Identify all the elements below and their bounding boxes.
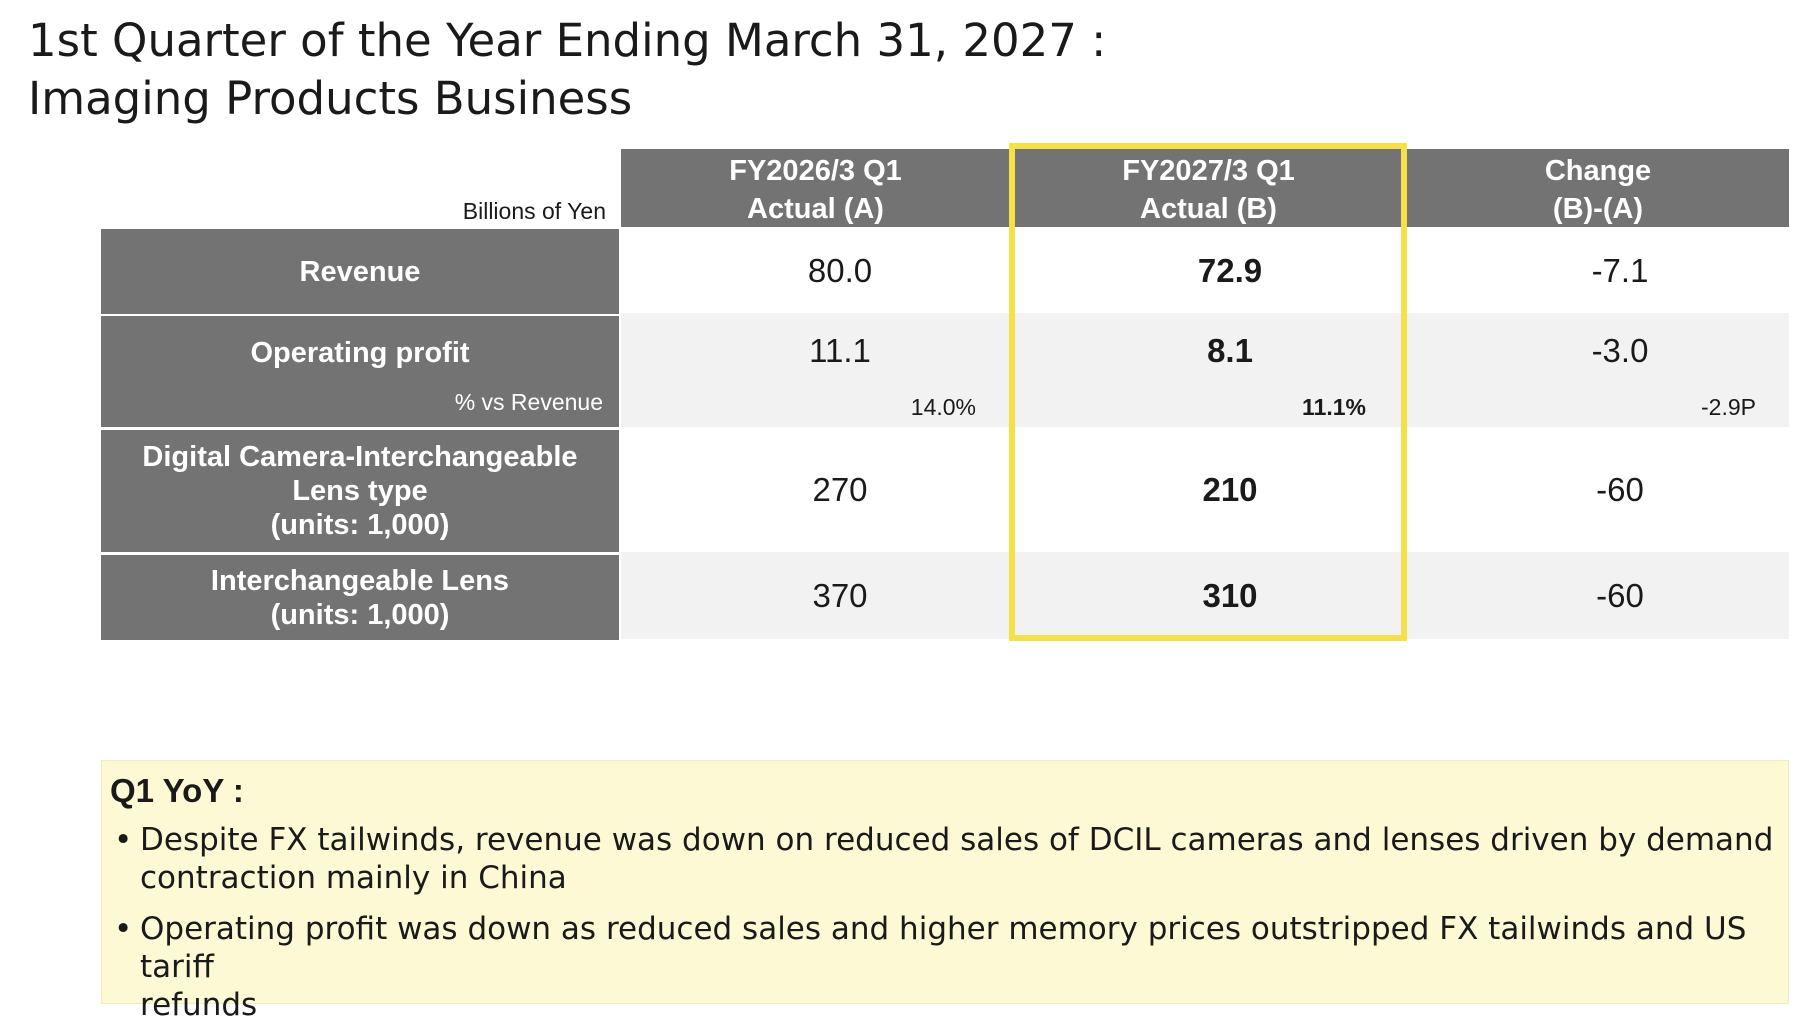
- column-header-line: Actual (B): [1140, 193, 1277, 225]
- column-header-line: (B)-(A): [1552, 193, 1644, 225]
- column-header-line: FY2026/3 Q1: [729, 155, 902, 187]
- row-label-revenue: Revenue: [101, 229, 619, 314]
- row-band-operating-profit: [621, 313, 1789, 427]
- row-label-text: Operating profit: [250, 336, 470, 369]
- column-header-line: Change: [1544, 155, 1652, 187]
- row-label-operating-profit: Operating profit % vs Revenue: [101, 316, 619, 427]
- column-header-change: Change (B)-(A): [1407, 149, 1789, 227]
- commentary-text: Operating profit was down as reduced sal…: [140, 911, 1747, 985]
- lens-fy2027: 310: [1202, 577, 1258, 614]
- commentary-text: contraction mainly in China: [140, 860, 567, 896]
- op-profit-fy2026: 11.1: [809, 332, 871, 369]
- row-label-dcil: Digital Camera-Interchangeable Lens type…: [101, 430, 619, 552]
- title-line-2: Imaging Products Business: [28, 72, 633, 125]
- commentary-item: • Despite FX tailwinds, revenue was down…: [110, 821, 1780, 897]
- revenue-fy2026: 80.0: [807, 252, 873, 289]
- row-label-text: (units: 1,000): [270, 598, 450, 631]
- commentary-text: refunds: [140, 987, 258, 1018]
- row-label-lens: Interchangeable Lens (units: 1,000): [101, 555, 619, 640]
- title-line-1: 1st Quarter of the Year Ending March 31,…: [28, 14, 1107, 67]
- row-label-text: Interchangeable Lens: [210, 564, 510, 597]
- dcil-fy2027: 210: [1202, 471, 1258, 508]
- op-profit-change: -3.0: [1591, 332, 1649, 369]
- column-header-line: FY2027/3 Q1: [1122, 155, 1295, 187]
- revenue-change: -7.1: [1591, 252, 1649, 289]
- op-margin-fy2026: 14.0%: [910, 394, 976, 420]
- units-label: Billions of Yen: [462, 198, 606, 224]
- row-label-text: Lens type: [292, 475, 428, 507]
- row-sublabel-pct-vs-revenue: % vs Revenue: [454, 389, 603, 415]
- commentary-item: • Operating profit was down as reduced s…: [110, 910, 1780, 1018]
- row-label-text: (units: 1,000): [270, 509, 450, 541]
- lens-change: -60: [1596, 577, 1644, 614]
- commentary-heading: Q1 YoY :: [110, 772, 244, 809]
- row-label-text: Digital Camera-Interchangeable: [142, 441, 578, 473]
- revenue-fy2027: 72.9: [1197, 252, 1263, 289]
- column-header-line: Actual (A): [747, 193, 884, 225]
- column-header-fy2027: FY2027/3 Q1 Actual (B): [1012, 149, 1405, 227]
- page-title: 1st Quarter of the Year Ending March 31,…: [28, 12, 1106, 128]
- op-margin-change: -2.9P: [1701, 394, 1756, 420]
- bullet-icon: •: [114, 911, 133, 947]
- dcil-change: -60: [1596, 471, 1644, 508]
- commentary-text: Despite FX tailwinds, revenue was down o…: [140, 822, 1774, 858]
- lens-fy2026: 370: [812, 577, 868, 614]
- bullet-icon: •: [114, 822, 133, 858]
- column-header-fy2026: FY2026/3 Q1 Actual (A): [621, 149, 1010, 227]
- dcil-fy2026: 270: [812, 471, 868, 508]
- row-band-lens: [621, 552, 1789, 639]
- q1-yoy-commentary: Q1 YoY : • Despite FX tailwinds, revenue…: [101, 760, 1789, 1018]
- op-margin-fy2027: 11.1%: [1302, 394, 1366, 420]
- op-profit-fy2027: 8.1: [1207, 332, 1253, 369]
- row-label-text: Revenue: [299, 255, 421, 288]
